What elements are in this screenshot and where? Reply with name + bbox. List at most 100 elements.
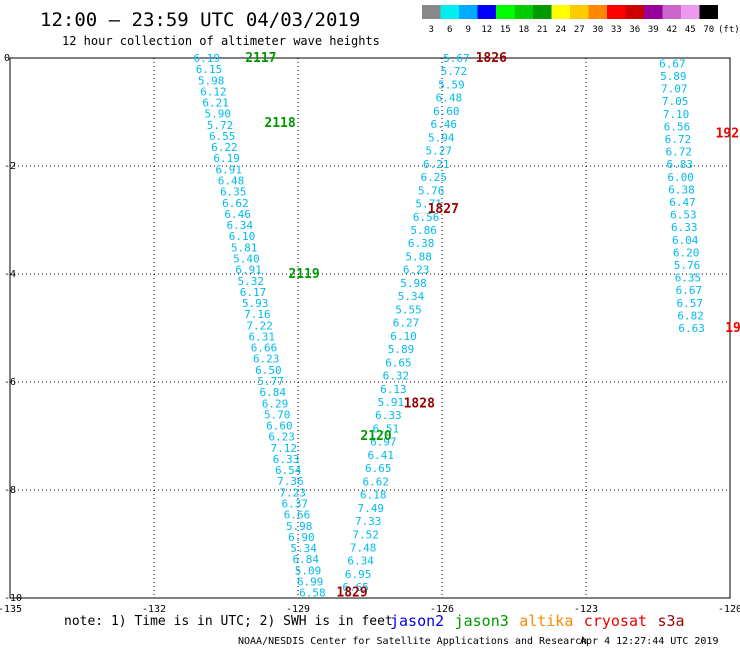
wave-height-value: 5.93 xyxy=(242,297,269,310)
wave-height-value: 6.32 xyxy=(383,370,410,383)
wave-height-value: 5.76 xyxy=(674,259,701,272)
wave-height-value: 6.48 xyxy=(436,92,463,105)
wave-height-value: 5.88 xyxy=(405,250,432,263)
wave-height-value: 6.25 xyxy=(420,171,447,184)
satellite-name: altika xyxy=(519,612,573,630)
wave-height-value: 6.18 xyxy=(360,489,387,502)
wave-height-value: 6.66 xyxy=(284,509,311,522)
x-tick-label: -123 xyxy=(574,604,598,615)
wave-height-value: 5.77 xyxy=(257,375,284,388)
wave-height-value: 5.86 xyxy=(410,224,437,237)
wave-height-value: 6.23 xyxy=(268,431,295,444)
wave-height-value: 6.15 xyxy=(196,63,223,76)
wave-height-value: 6.12 xyxy=(200,85,227,98)
wave-height-value: 5.90 xyxy=(205,108,232,121)
color-scale-label: 30 xyxy=(592,25,603,35)
wave-height-value: 6.82 xyxy=(677,309,704,322)
pass-label: 2117 xyxy=(245,51,276,66)
wave-height-value: 6.95 xyxy=(345,568,372,581)
satellite-name: jason3 xyxy=(455,612,509,630)
color-scale-label: 9 xyxy=(466,25,471,35)
wave-height-value: 6.34 xyxy=(347,555,374,568)
wave-height-value: 6.97 xyxy=(370,436,397,449)
wave-height-value: 6.84 xyxy=(260,386,287,399)
wave-height-value: 7.16 xyxy=(244,308,271,321)
y-tick-label: 0 xyxy=(4,53,10,64)
wave-height-value: 6.10 xyxy=(229,230,256,243)
wave-height-value: 6.72 xyxy=(666,146,693,159)
wave-height-value: 5.91 xyxy=(378,396,405,409)
color-scale-label: 27 xyxy=(574,25,585,35)
wave-height-value: 5.98 xyxy=(198,74,225,87)
y-tick-label: -2 xyxy=(4,161,16,172)
wave-height-value: 6.33 xyxy=(375,409,402,422)
wave-height-value: 6.35 xyxy=(675,272,702,285)
wave-height-value: 5.09 xyxy=(295,564,322,577)
wave-height-value: 6.04 xyxy=(672,234,699,247)
wave-height-value: 6.66 xyxy=(251,342,278,355)
pass-label: 1826 xyxy=(476,51,507,66)
wave-height-value: 6.22 xyxy=(211,141,238,154)
wave-height-value: 6.67 xyxy=(676,284,703,297)
wave-height-value: 7.52 xyxy=(352,528,379,541)
wave-height-value: 6.21 xyxy=(423,158,450,171)
wave-height-value: 7.23 xyxy=(279,486,306,499)
wave-height-value: 6.62 xyxy=(222,197,249,210)
wave-height-value: 6.58 xyxy=(299,587,326,600)
wave-height-value: 6.65 xyxy=(385,356,412,369)
color-scale-label: 18 xyxy=(518,25,529,35)
color-scale-unit: (ft) xyxy=(718,25,740,35)
color-scale-label: 33 xyxy=(611,25,622,35)
wave-height-value: 6.56 xyxy=(664,120,691,133)
color-scale-label: 24 xyxy=(555,25,566,35)
color-scale-label: 6 xyxy=(447,25,452,35)
color-scale-label: 70 xyxy=(703,25,714,35)
wave-height-value: 7.48 xyxy=(350,542,377,555)
wave-height-value: 6.62 xyxy=(363,475,390,488)
color-scale-label: 21 xyxy=(537,25,548,35)
wave-height-value: 6.91 xyxy=(235,264,262,277)
wave-height-value: 6.38 xyxy=(408,237,435,250)
wave-height-value: 5.59 xyxy=(438,78,465,91)
wave-height-value: 5.81 xyxy=(231,241,258,254)
wave-height-value: 7.05 xyxy=(662,95,689,108)
color-scale-label: 39 xyxy=(648,25,659,35)
color-scale-label: 42 xyxy=(666,25,677,35)
wave-height-value: 6.50 xyxy=(255,364,282,377)
color-swatch xyxy=(662,5,681,19)
color-swatch xyxy=(625,5,644,19)
wave-height-value: 6.41 xyxy=(368,449,395,462)
wave-height-value: 6.60 xyxy=(433,105,460,118)
wave-height-value: 6.67 xyxy=(659,57,686,70)
color-swatch xyxy=(514,5,533,19)
wave-height-value: 6.23 xyxy=(403,264,430,277)
grid-lines xyxy=(10,58,730,598)
wave-height-value: 6.47 xyxy=(669,196,696,209)
color-swatch xyxy=(607,5,626,19)
wave-height-value: 5.70 xyxy=(264,408,291,421)
wave-height-value: 5.89 xyxy=(388,343,415,356)
wave-height-value: 6.19 xyxy=(213,152,240,165)
pass-label: 19 xyxy=(725,321,740,336)
pass-label: 2120 xyxy=(360,429,391,444)
pass-label: 2119 xyxy=(288,267,319,282)
wave-height-value: 6.33 xyxy=(273,453,300,466)
x-axis-ticks: -135 -132 -129 -126 -123 -120 xyxy=(0,604,740,615)
wave-height-value: 7.12 xyxy=(271,442,298,455)
wave-height-value: 5.76 xyxy=(418,184,445,197)
wave-height-value: 5.34 xyxy=(290,542,317,555)
wave-height-value: 7.22 xyxy=(246,319,273,332)
wave-height-value: 5.55 xyxy=(395,303,422,316)
x-tick-label: -132 xyxy=(142,604,166,615)
wave-height-value: 6.21 xyxy=(202,97,229,110)
wave-height-value: 6.10 xyxy=(390,330,417,343)
wave-height-value: 6.51 xyxy=(373,422,400,435)
wave-height-value: 5.67 xyxy=(443,52,470,65)
satellite-name: cryosat xyxy=(584,612,647,630)
x-tick-label: -135 xyxy=(0,604,22,615)
wave-height-value: 6.72 xyxy=(665,133,692,146)
color-swatch xyxy=(459,5,478,19)
wave-height-value: 6.35 xyxy=(220,186,247,199)
y-tick-label: -6 xyxy=(4,377,16,388)
wave-height-value: 5.40 xyxy=(233,252,260,265)
